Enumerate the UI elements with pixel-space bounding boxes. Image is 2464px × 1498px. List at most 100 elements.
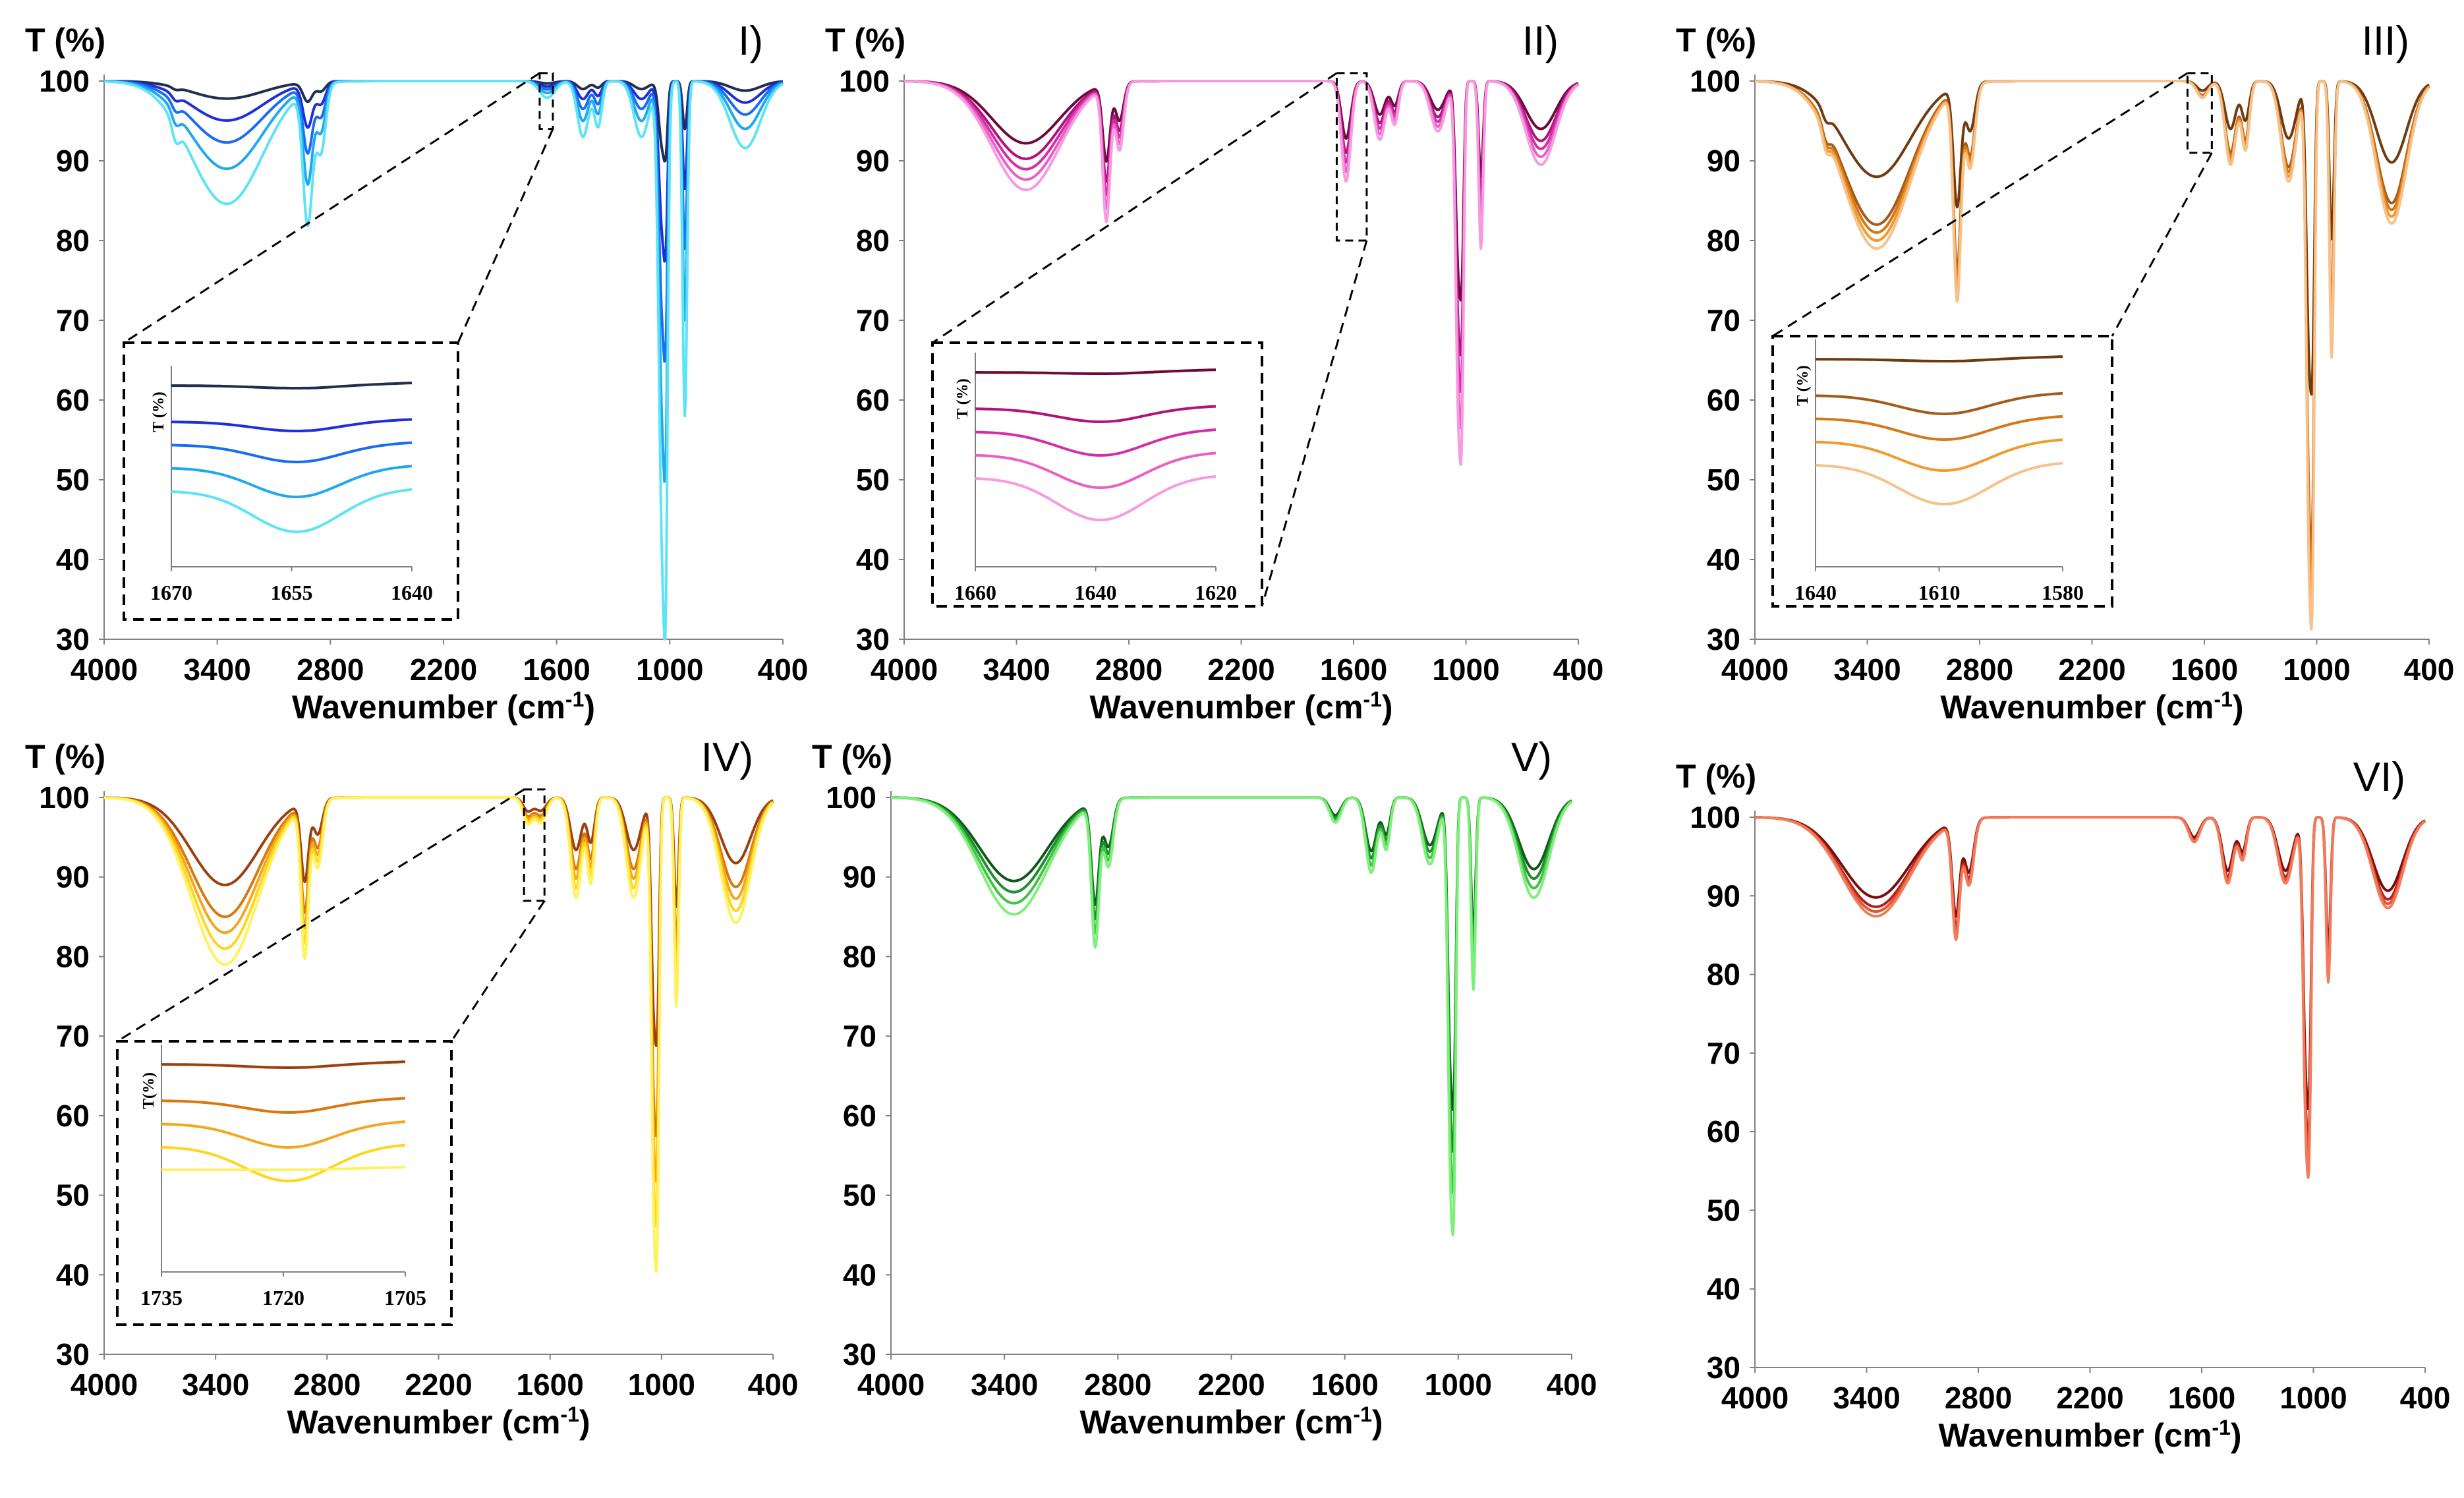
y-tick-label: 90 xyxy=(1707,144,1740,178)
x-tick-label: 3400 xyxy=(971,1368,1038,1402)
y-axis-label: T (%) xyxy=(25,22,105,59)
panel-4: 30 40 50 60 70 80 90 100 4000 3400 2800 2200 1600 100… xyxy=(25,735,798,1441)
y-tick-label: 50 xyxy=(56,1178,90,1213)
inset-tick-label: 1720 xyxy=(262,1286,304,1310)
inset-line-1 xyxy=(975,368,1217,375)
inset-line-4 xyxy=(1815,438,2063,473)
spectrum-line-5 xyxy=(103,796,774,1273)
y-axis-label: T (%) xyxy=(1676,22,1756,59)
y-axis-label: T (%) xyxy=(1676,758,1756,795)
x-axis-label: Wavenumber (cm-1) xyxy=(1938,1416,2241,1454)
panel-3: 30 40 50 60 70 80 90 100 4000 3400 2800 2200 1600 100… xyxy=(1676,18,2454,726)
y-tick-label: 70 xyxy=(56,1019,90,1053)
x-tick-label: 2800 xyxy=(1945,1381,2012,1415)
inset-tick-label: 1655 xyxy=(271,581,313,604)
y-tick-label: 70 xyxy=(843,1019,876,1053)
y-tick-label: 40 xyxy=(856,542,890,577)
y-tick-label: 80 xyxy=(856,223,890,258)
x-tick-label: 2200 xyxy=(1207,652,1275,687)
x-tick-label: 4000 xyxy=(71,652,138,687)
x-tick-label: 2800 xyxy=(1084,1368,1151,1402)
zoom-connector xyxy=(457,128,554,343)
zoom-box xyxy=(1335,72,1368,242)
inset-tick-label: 1620 xyxy=(1195,581,1237,604)
x-tick-label: 3400 xyxy=(1833,1381,1900,1415)
y-tick-label: 80 xyxy=(56,939,90,973)
y-tick-label: 40 xyxy=(1707,1272,1740,1306)
x-tick-label: 400 xyxy=(748,1368,799,1402)
y-tick-label: 100 xyxy=(1690,800,1740,834)
inset-line-2 xyxy=(161,1097,406,1114)
inset: 1735 1720 1705 T(%) xyxy=(116,788,546,1326)
x-tick-label: 400 xyxy=(2400,1381,2451,1415)
x-tick-label: 1600 xyxy=(1311,1368,1378,1402)
y-tick-label: 40 xyxy=(56,542,90,577)
zoom-box xyxy=(538,72,554,130)
x-tick-label: 1600 xyxy=(2171,652,2238,687)
y-tick-label: 50 xyxy=(1707,463,1740,497)
x-tick-label: 3400 xyxy=(182,1368,249,1402)
x-tick-label: 400 xyxy=(758,652,809,687)
x-axis-label: Wavenumber (cm-1) xyxy=(292,687,595,726)
zoom-connector xyxy=(450,900,546,1042)
inset-tick-label: 1580 xyxy=(2042,581,2084,604)
inset-line-3 xyxy=(975,428,1217,457)
y-tick-label: 40 xyxy=(1707,542,1740,577)
inset-line-2 xyxy=(1815,391,2063,416)
x-tick-label: 1000 xyxy=(1425,1368,1492,1402)
panel-label: V) xyxy=(1511,735,1552,780)
inset-tick-label: 1610 xyxy=(1918,581,1961,604)
x-tick-label: 2800 xyxy=(1095,652,1162,687)
zoom-box xyxy=(523,788,546,902)
inset-tick-label: 1670 xyxy=(150,581,192,604)
y-tick-label: 60 xyxy=(1707,383,1740,417)
y-tick-label: 100 xyxy=(39,64,90,98)
y-tick-label: 90 xyxy=(56,860,90,894)
x-tick-label: 3400 xyxy=(1833,652,1901,687)
inset: 1640 1610 1580 T (%) xyxy=(1771,72,2213,608)
y-tick-label: 100 xyxy=(826,780,876,815)
inset-line-4 xyxy=(975,451,1217,490)
x-tick-label: 1600 xyxy=(2168,1381,2235,1415)
inset-line-5 xyxy=(975,475,1217,522)
x-tick-label: 4000 xyxy=(1721,1381,1789,1415)
spectrum-line-4 xyxy=(890,796,1573,1236)
x-tick-label: 2200 xyxy=(405,1368,472,1402)
inset-y-label: T (%) xyxy=(150,391,167,432)
inset-line-1 xyxy=(171,382,413,389)
y-tick-label: 60 xyxy=(56,383,90,417)
x-tick-label: 400 xyxy=(2404,652,2455,687)
x-tick-label: 2800 xyxy=(293,1368,360,1402)
panel-1: 30 40 50 60 70 80 90 100 4000 3400 2800 2200 1600 100… xyxy=(25,18,808,726)
inset-y-label: T(%) xyxy=(140,1072,158,1109)
inset-y-label: T (%) xyxy=(1794,365,1812,406)
inset-tick-label: 1705 xyxy=(384,1286,426,1310)
y-tick-label: 80 xyxy=(56,223,90,258)
zoom-connector xyxy=(1261,240,1368,607)
x-tick-label: 4000 xyxy=(871,652,938,687)
x-tick-label: 1000 xyxy=(628,1368,695,1402)
x-tick-label: 2200 xyxy=(2058,652,2125,687)
inset-tick-label: 1640 xyxy=(1794,581,1837,604)
x-tick-label: 4000 xyxy=(71,1368,138,1402)
inset-line-3 xyxy=(161,1120,406,1149)
y-tick-label: 30 xyxy=(843,1337,876,1371)
inset-line-4 xyxy=(171,465,413,499)
x-tick-label: 4000 xyxy=(857,1368,925,1402)
x-tick-label: 3400 xyxy=(183,652,250,687)
y-tick-label: 60 xyxy=(1707,1114,1740,1149)
x-tick-label: 1000 xyxy=(636,652,703,687)
y-tick-label: 80 xyxy=(1707,223,1740,258)
zoom-connector xyxy=(1772,72,2189,337)
inset-frame xyxy=(116,1040,453,1326)
inset-line-2 xyxy=(975,405,1217,424)
x-axis-label: Wavenumber (cm-1) xyxy=(1089,687,1392,726)
spectrum-line-5 xyxy=(103,80,784,641)
panel-label: I) xyxy=(738,18,763,64)
x-axis-label: Wavenumber (cm-1) xyxy=(1940,687,2243,726)
y-tick-label: 40 xyxy=(56,1257,90,1292)
x-tick-label: 1000 xyxy=(1432,652,1499,687)
y-axis-label: T (%) xyxy=(25,738,105,775)
y-tick-label: 70 xyxy=(856,303,890,337)
